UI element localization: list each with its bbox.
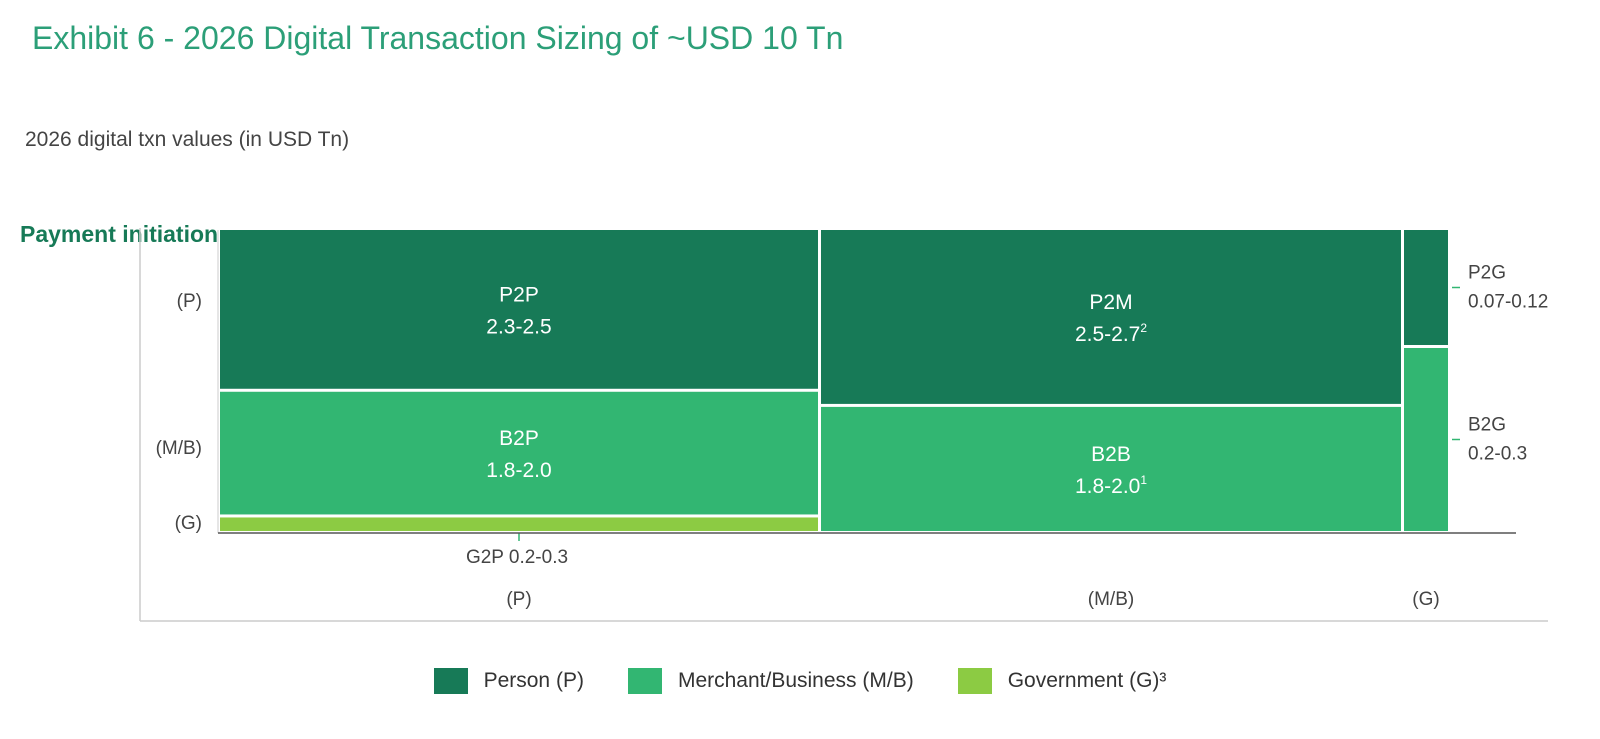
legend-item-government: Government (G)³ xyxy=(957,668,1167,694)
chart-title: Exhibit 6 - 2026 Digital Transaction Siz… xyxy=(32,20,844,56)
legend-label-person: Person (P) xyxy=(483,669,584,692)
bar-label-g2p: G2P 0.2-0.3 xyxy=(466,547,568,568)
side-value-p2g: 0.07-0.12 xyxy=(1468,292,1548,313)
bar-value-b2p: 1.8-2.0 xyxy=(486,459,551,482)
legend-item-merchant-business: Merchant/Business (M/B) xyxy=(627,668,914,694)
bar-label-p2m: P2M xyxy=(1089,291,1132,314)
column-label-g: (G) xyxy=(1412,589,1439,610)
bar-p2m xyxy=(821,230,1401,404)
row-label-1: (M/B) xyxy=(156,438,202,459)
legend-swatch-government xyxy=(957,668,992,694)
bar-g2p xyxy=(220,517,818,531)
legend-swatch-person xyxy=(433,668,468,694)
bar-label-b2b: B2B xyxy=(1091,443,1131,466)
legend: Person (P) Merchant/Business (M/B) Gover… xyxy=(0,668,1600,694)
bar-b2p xyxy=(220,391,818,515)
bar-label-b2p: B2P xyxy=(499,427,539,450)
column-label-p: (P) xyxy=(506,589,531,610)
row-label-2: (G) xyxy=(175,513,202,534)
bar-value-b2b: 1.8-2.01 xyxy=(1075,473,1147,498)
chart-subtitle: 2026 digital txn values (in USD Tn) xyxy=(25,128,350,151)
bar-value-p2m: 2.5-2.72 xyxy=(1075,321,1147,346)
column-label-mb: (M/B) xyxy=(1088,589,1134,610)
bar-p2p xyxy=(220,230,818,389)
legend-label-government: Government (G)³ xyxy=(1007,669,1167,692)
y-axis-label: Payment initiation xyxy=(20,218,218,250)
bar-value-p2p: 2.3-2.5 xyxy=(486,315,551,338)
bar-label-p2p: P2P xyxy=(499,283,539,306)
bar-b2b xyxy=(821,406,1401,531)
legend-item-person: Person (P) xyxy=(433,668,584,694)
legend-label-merchant-business: Merchant/Business (M/B) xyxy=(677,669,914,692)
bar-p2g xyxy=(1404,230,1448,345)
bar-b2g xyxy=(1404,348,1448,531)
legend-swatch-merchant-business xyxy=(627,668,662,694)
side-value-b2g: 0.2-0.3 xyxy=(1468,444,1527,465)
side-label-p2g: P2G xyxy=(1468,263,1506,284)
y-axis-label-text: Payment initiation xyxy=(20,221,219,247)
row-label-0: (P) xyxy=(177,291,202,312)
side-label-b2g: B2G xyxy=(1468,415,1506,436)
